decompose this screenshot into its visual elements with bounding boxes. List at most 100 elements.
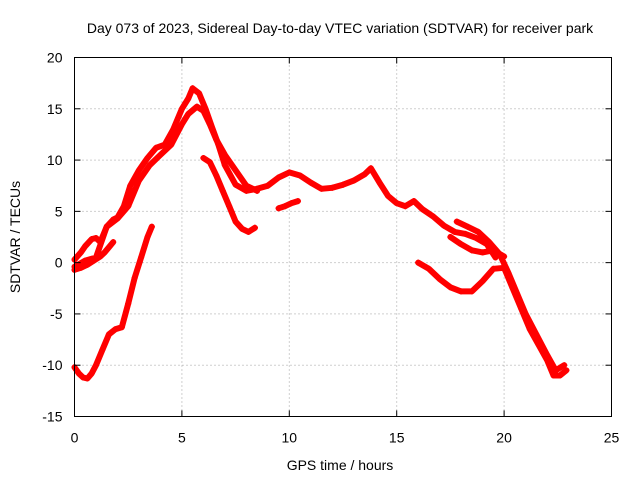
data-point <box>297 172 304 179</box>
data-point <box>367 165 374 172</box>
data-point <box>103 223 110 230</box>
data-point <box>114 215 121 222</box>
data-point <box>415 259 422 266</box>
data-point <box>232 167 239 174</box>
data-point <box>232 181 239 188</box>
data-point <box>125 300 132 307</box>
data-point <box>286 169 293 176</box>
data-point <box>92 362 99 369</box>
data-point <box>219 187 226 194</box>
x-tick-label: 0 <box>71 430 79 446</box>
series-line <box>447 234 508 260</box>
data-point <box>451 228 458 235</box>
data-point <box>82 243 89 250</box>
x-axis-label: GPS time / hours <box>287 457 394 473</box>
data-point <box>200 155 207 162</box>
data-point <box>393 200 400 207</box>
data-point <box>161 141 168 148</box>
data-point <box>501 253 508 260</box>
data-point <box>144 155 151 162</box>
data-point <box>232 218 239 225</box>
series-arc-6 <box>275 198 301 212</box>
data-point <box>544 351 551 358</box>
data-point <box>556 372 563 379</box>
series-line <box>71 103 261 270</box>
data-point <box>168 141 175 148</box>
data-point <box>189 85 196 92</box>
data-point <box>402 203 409 210</box>
data-point <box>513 290 520 297</box>
data-point <box>462 230 469 237</box>
data-point <box>552 367 559 374</box>
data-point <box>157 151 164 158</box>
data-point <box>425 265 432 272</box>
data-point <box>288 200 295 207</box>
grid-layer <box>74 57 612 417</box>
data-point <box>185 95 192 102</box>
data-point <box>294 198 301 205</box>
x-tick-label: 20 <box>496 430 512 446</box>
data-point <box>196 90 203 97</box>
data-point <box>206 121 213 128</box>
data-point <box>505 269 512 276</box>
data-point <box>200 107 207 114</box>
data-point <box>468 288 475 295</box>
data-point <box>239 225 246 232</box>
data-point <box>473 235 480 242</box>
data-point <box>105 331 112 338</box>
data-point <box>490 247 497 254</box>
data-point <box>135 177 142 184</box>
data-point <box>522 310 529 317</box>
data-point <box>82 257 89 264</box>
data-point <box>88 236 95 243</box>
data-point <box>533 331 540 338</box>
data-point <box>185 110 192 117</box>
data-point <box>84 375 91 382</box>
data-point <box>436 276 443 283</box>
data-point <box>486 239 493 246</box>
data-point <box>479 249 486 256</box>
data-point <box>153 144 160 151</box>
data-point <box>101 249 108 256</box>
data-point <box>127 182 134 189</box>
data-point <box>92 254 99 261</box>
data-point <box>410 198 417 205</box>
y-tick-label: 20 <box>47 50 63 66</box>
y-tick-label: -5 <box>50 306 63 322</box>
series-arc-9 <box>447 234 508 260</box>
data-point <box>118 324 125 331</box>
data-point <box>275 174 282 181</box>
data-point <box>125 203 132 210</box>
data-point <box>131 275 138 282</box>
series-layer <box>71 85 570 382</box>
data-point <box>146 162 153 169</box>
data-point <box>453 218 460 225</box>
data-point <box>110 239 117 246</box>
data-point <box>458 288 465 295</box>
data-point <box>193 103 200 110</box>
data-point <box>475 228 482 235</box>
data-point <box>105 244 112 251</box>
data-point <box>213 136 220 143</box>
data-point <box>385 192 392 199</box>
data-point <box>318 185 325 192</box>
data-point <box>430 213 437 220</box>
data-point <box>148 223 155 230</box>
tick-layer: 0 5 10 15 20 25 -15 -10 -5 0 5 10 15 20 <box>42 50 619 446</box>
data-point <box>245 228 252 235</box>
data-point <box>563 367 570 374</box>
series-line <box>275 198 301 212</box>
plot-frame <box>74 57 612 417</box>
x-tick-label: 5 <box>178 430 186 446</box>
data-point <box>282 203 289 210</box>
data-point <box>221 151 228 158</box>
data-point <box>329 184 336 191</box>
data-point <box>440 222 447 229</box>
data-point <box>92 235 99 242</box>
data-point <box>458 241 465 248</box>
data-point <box>254 187 261 194</box>
series-line <box>453 218 568 374</box>
data-point <box>178 105 185 112</box>
chart-title: Day 073 of 2023, Sidereal Day-to-day VTE… <box>87 20 594 36</box>
